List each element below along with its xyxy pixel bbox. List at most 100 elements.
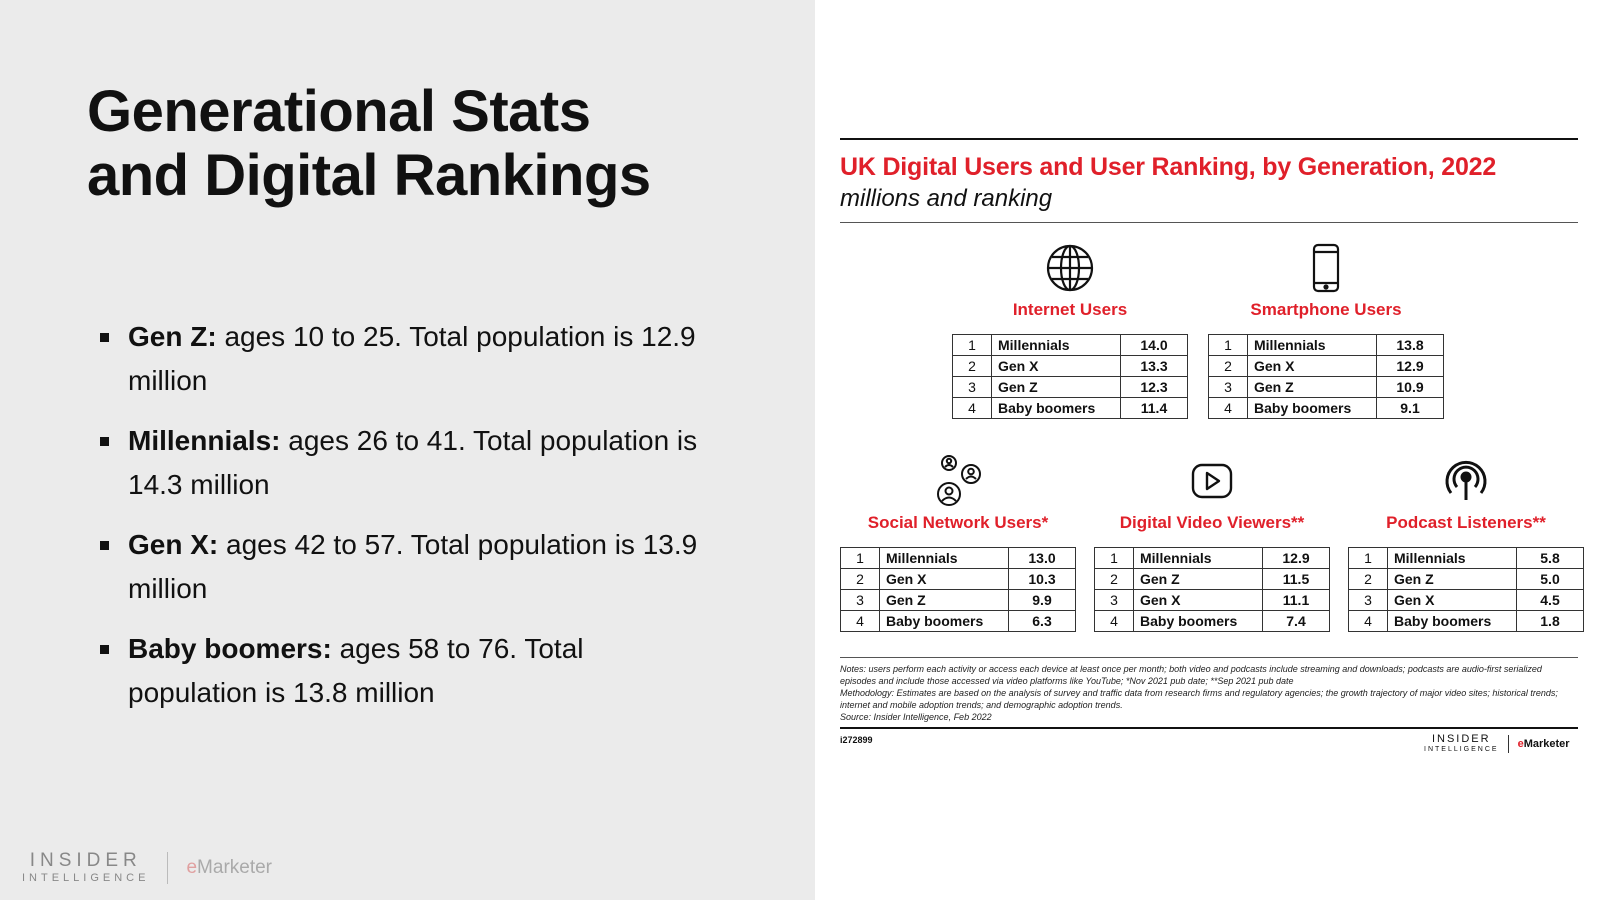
bullet-marker: [100, 333, 109, 342]
logo-line-2: INTELLIGENCE: [1424, 746, 1499, 753]
table-row: 4 Baby boomers 6.3: [840, 610, 1076, 632]
video-play-icon: [1186, 455, 1238, 507]
chart-bottom-rule: [840, 727, 1578, 729]
bullet-item: Gen X: ages 42 to 57. Total population i…: [100, 523, 720, 611]
generation-cell: Millennials: [1133, 547, 1263, 569]
value-cell: 5.0: [1516, 568, 1584, 590]
ranking-table: 1 Millennials 5.8 2 Gen Z 5.0 3 Gen X 4.5 4 Bab…: [1348, 547, 1584, 632]
social-network-icon: [932, 455, 984, 507]
rank-cell: 3: [1208, 376, 1248, 398]
chart-notes: Notes: users perform each activity or ac…: [840, 663, 1578, 723]
chart-card: UK Digital Users and User Ranking, by Ge…: [840, 138, 1578, 223]
table-row: 2 Gen Z 5.0: [1348, 568, 1584, 590]
table-row: 3 Gen X 4.5: [1348, 589, 1584, 611]
rank-cell: 4: [1208, 397, 1248, 419]
rank-cell: 3: [1348, 589, 1388, 611]
slide-title: Generational Stats and Digital Rankings: [87, 80, 787, 208]
rank-cell: 4: [1348, 610, 1388, 632]
methodology-text: Methodology: Estimates are based on the …: [840, 688, 1558, 710]
generation-cell: Baby boomers: [1247, 397, 1377, 419]
generation-cell: Gen X: [1247, 355, 1377, 377]
table-row: 1 Millennials 12.9: [1094, 547, 1330, 569]
ranking-table: 1 Millennials 13.8 2 Gen X 12.9 3 Gen Z 10.9 4…: [1208, 334, 1444, 419]
table-row: 2 Gen X 12.9: [1208, 355, 1444, 377]
rank-cell: 1: [1348, 547, 1388, 569]
smartphone-icon: [1300, 242, 1352, 294]
table-row: 1 Millennials 13.8: [1208, 334, 1444, 356]
chart-logo: INSIDER INTELLIGENCE eMarketer: [1424, 733, 1570, 754]
chart-subtitle: millions and ranking: [840, 185, 1053, 212]
bullet-text: ages 58 to 76. Total population is 13.8 …: [128, 633, 584, 708]
value-cell: 4.5: [1516, 589, 1584, 611]
rank-cell: 4: [1094, 610, 1134, 632]
bullet-item: Millennials: ages 26 to 41. Total popula…: [100, 419, 720, 507]
rank-cell: 2: [1208, 355, 1248, 377]
emarketer-logo: eMarketer: [1518, 738, 1570, 750]
logo-line-1: INSIDER: [1431, 733, 1491, 745]
generation-cell: Gen Z: [1133, 568, 1263, 590]
bullet-marker: [100, 645, 109, 654]
bullet-label: Gen X:: [128, 529, 219, 560]
source-text: Source: Insider Intelligence, Feb 2022: [840, 712, 992, 722]
bullet-label: Millennials:: [128, 425, 281, 456]
generation-cell: Baby boomers: [1387, 610, 1517, 632]
table-row: 3 Gen X 11.1: [1094, 589, 1330, 611]
table-row: 1 Millennials 13.0: [840, 547, 1076, 569]
rank-cell: 1: [952, 334, 992, 356]
globe-icon: [1044, 242, 1096, 294]
logo-line-1: INSIDER: [29, 850, 142, 871]
value-cell: 13.0: [1008, 547, 1076, 569]
emarketer-logo: eMarketer: [186, 857, 272, 879]
rank-cell: 1: [1094, 547, 1134, 569]
table-row: 1 Millennials 14.0: [952, 334, 1188, 356]
left-panel: Generational Stats and Digital Rankings …: [0, 0, 815, 900]
value-cell: 7.4: [1262, 610, 1330, 632]
logo-line-2: INTELLIGENCE: [22, 872, 150, 884]
value-cell: 11.4: [1120, 397, 1188, 419]
value-cell: 14.0: [1120, 334, 1188, 356]
table-row: 2 Gen Z 11.5: [1094, 568, 1330, 590]
logo-divider: [167, 852, 169, 884]
logo-marketer: Marketer: [1523, 737, 1570, 750]
bullet-text: ages 10 to 25. Total population is 12.9 …: [128, 321, 696, 396]
rank-cell: 3: [1094, 589, 1134, 611]
logo-e: e: [1517, 737, 1524, 750]
logo-e: e: [186, 857, 198, 878]
slide-title-line-1: Generational Stats: [87, 79, 591, 144]
rank-cell: 1: [1208, 334, 1248, 356]
chart-id: i272899: [840, 735, 873, 745]
generation-cell: Gen Z: [879, 589, 1009, 611]
value-cell: 12.9: [1376, 355, 1444, 377]
table-block-podcast-listeners: Podcast Listeners** 1 Millennials 5.8 2 Gen…: [1348, 455, 1584, 632]
value-cell: 13.8: [1376, 334, 1444, 356]
generation-cell: Baby boomers: [991, 397, 1121, 419]
table-title: Podcast Listeners**: [1386, 513, 1546, 532]
rank-cell: 2: [1348, 568, 1388, 590]
notes-rule: [840, 657, 1578, 658]
bullet-item: Baby boomers: ages 58 to 76. Total popul…: [100, 627, 720, 715]
table-row: 4 Baby boomers 11.4: [952, 397, 1188, 419]
value-cell: 12.3: [1120, 376, 1188, 398]
chart-top-rule: [840, 138, 1578, 140]
ranking-table: 1 Millennials 12.9 2 Gen Z 11.5 3 Gen X 11.1 4…: [1094, 547, 1330, 632]
generation-cell: Gen X: [1387, 589, 1517, 611]
bullet-marker: [100, 437, 109, 446]
insider-intelligence-logo: INSIDER INTELLIGENCE: [1424, 733, 1499, 754]
generation-cell: Baby boomers: [879, 610, 1009, 632]
table-row: 1 Millennials 5.8: [1348, 547, 1584, 569]
rank-cell: 3: [840, 589, 880, 611]
table-row: 3 Gen Z 9.9: [840, 589, 1076, 611]
footer-logo: INSIDER INTELLIGENCE eMarketer: [22, 848, 272, 888]
generation-cell: Millennials: [1247, 334, 1377, 356]
value-cell: 13.3: [1120, 355, 1188, 377]
value-cell: 10.9: [1376, 376, 1444, 398]
generation-cell: Gen Z: [1387, 568, 1517, 590]
bullet-list: Gen Z: ages 10 to 25. Total population i…: [100, 315, 720, 731]
table-row: 3 Gen Z 10.9: [1208, 376, 1444, 398]
logo-marketer: Marketer: [197, 857, 273, 878]
generation-cell: Gen X: [879, 568, 1009, 590]
table-row: 3 Gen Z 12.3: [952, 376, 1188, 398]
rank-cell: 1: [840, 547, 880, 569]
